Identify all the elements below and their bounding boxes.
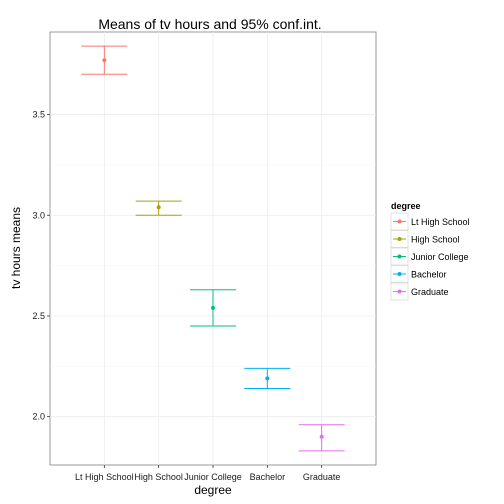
- x-axis: Lt High School High School Junior College B…: [75, 465, 340, 482]
- legend-label: Junior College: [411, 252, 469, 262]
- grid-lines: [50, 32, 376, 465]
- legend: degree Lt High School High School Junior C…: [390, 201, 470, 301]
- mean-point: [265, 376, 270, 381]
- x-axis-title: degree: [194, 483, 232, 497]
- legend-label: High School: [411, 235, 460, 245]
- data-marks: [81, 45, 345, 452]
- x-tick-label: Junior College: [184, 472, 242, 482]
- x-tick-label: Bachelor: [250, 472, 286, 482]
- y-axis-title: tv hours means: [9, 207, 23, 289]
- chart-title: Means of tv hours and 95% conf.int.: [98, 16, 321, 32]
- y-tick-label: 2.5: [32, 311, 45, 321]
- mean-point: [319, 434, 324, 439]
- legend-key-point: [397, 219, 402, 224]
- legend-title: degree: [391, 201, 421, 211]
- x-tick-label: High School: [134, 472, 183, 482]
- x-tick-label: Lt High School: [75, 472, 134, 482]
- legend-key-point: [397, 289, 402, 294]
- mean-point: [211, 305, 215, 310]
- y-tick-label: 3.0: [32, 210, 45, 220]
- y-tick-label: 3.5: [32, 110, 45, 120]
- legend-key-point: [397, 254, 402, 259]
- x-tick-label: Graduate: [303, 472, 341, 482]
- y-axis: 2.0 2.5 3.0 3.5: [32, 110, 50, 422]
- legend-key-point: [397, 272, 402, 276]
- legend-key-point: [397, 237, 402, 241]
- y-tick-label: 2.0: [32, 412, 45, 422]
- legend-label: Lt High School: [411, 217, 470, 227]
- legend-label: Bachelor: [411, 270, 447, 280]
- mean-point: [102, 58, 107, 63]
- legend-label: Graduate: [411, 287, 449, 297]
- mean-point: [156, 205, 161, 210]
